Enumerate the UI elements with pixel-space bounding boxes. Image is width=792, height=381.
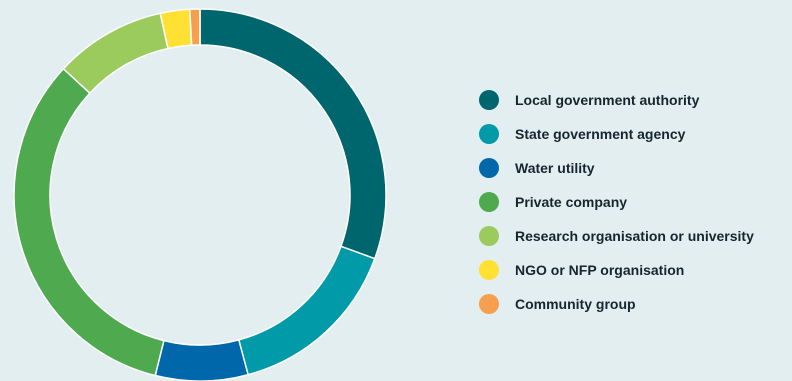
legend-label: Community group — [515, 296, 636, 312]
donut-slice — [200, 9, 386, 259]
legend-swatch — [479, 158, 499, 178]
legend-label: Local government authority — [515, 92, 700, 108]
legend-swatch — [479, 226, 499, 246]
legend-swatch — [479, 192, 499, 212]
legend-swatch — [479, 260, 499, 280]
legend-swatch — [479, 90, 499, 110]
legend-label: Water utility — [515, 160, 595, 176]
legend-swatch — [479, 294, 499, 314]
legend-label: Private company — [515, 194, 627, 210]
legend-swatch — [479, 124, 499, 144]
chart-legend: Local government authority State governme… — [479, 90, 754, 314]
legend-label: NGO or NFP organisation — [515, 262, 684, 278]
donut-slice — [155, 340, 248, 381]
donut-slice — [63, 13, 168, 93]
legend-label: Research organisation or university — [515, 228, 754, 244]
donut-slice — [239, 246, 375, 374]
donut-slices — [14, 9, 386, 381]
donut-slice — [190, 9, 200, 45]
donut-slice — [14, 69, 164, 376]
legend-label: State government agency — [515, 126, 686, 142]
